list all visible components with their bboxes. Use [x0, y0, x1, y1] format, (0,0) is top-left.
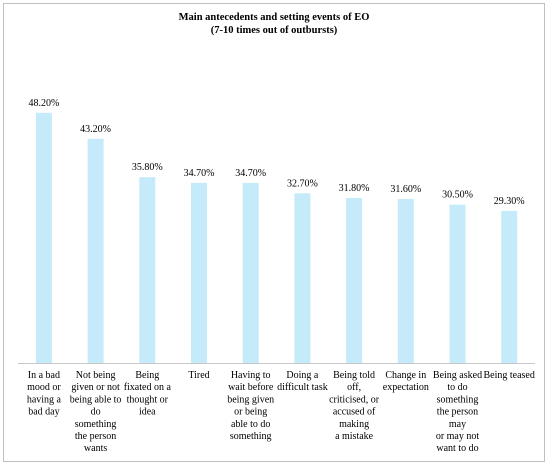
category-label-line: expectation [383, 382, 429, 393]
category-label: In a bad mood or having a bad day [27, 370, 62, 418]
data-label: 31.80% [339, 183, 370, 194]
category-label-line: the person [437, 407, 478, 418]
category-label-line: thought or [127, 394, 169, 405]
bar [294, 193, 311, 363]
category-label-line: Not being [76, 370, 116, 381]
category-label: Not being given or not being able to do some… [70, 370, 122, 454]
category-label-line: being given [227, 394, 274, 405]
data-label: 43.20% [80, 124, 111, 135]
category-label-line: mood or [27, 382, 61, 393]
category-label-line: bad day [28, 407, 59, 418]
category-label-line: being able to [70, 394, 122, 405]
category-label-line: given or not [71, 382, 120, 393]
category-label-line: Tired [188, 370, 209, 381]
category-label: Being teased [484, 370, 535, 381]
chart-title: Main antecedents and setting events of E… [4, 11, 544, 37]
category-label-line: able to do [231, 419, 270, 430]
data-label: 34.70% [235, 168, 266, 179]
category-label-line: idea [139, 407, 156, 418]
category-label-line: difficult task [277, 382, 328, 393]
data-label: 48.20% [28, 98, 59, 109]
category-label: Doing a difficult task [277, 370, 328, 393]
category-label-line: off, [347, 382, 361, 393]
data-label: 34.70% [184, 168, 215, 179]
category-label-line: something [75, 419, 117, 430]
category-label-line: accused of [333, 407, 376, 418]
category-label-line: Being [135, 370, 159, 381]
category-label-line: making [339, 419, 369, 430]
category-label: Having to wait before being given or being a… [227, 370, 274, 442]
data-label: 29.30% [494, 196, 525, 207]
category-label-line: Being asked [433, 370, 482, 381]
category-label-line: In a bad [28, 370, 60, 381]
bar [139, 177, 156, 363]
bar [501, 210, 518, 363]
bar [242, 182, 259, 363]
bar [397, 199, 414, 363]
category-label-line: do [91, 407, 101, 418]
category-label-line: to do [447, 382, 467, 393]
chart-title-line-1: Main antecedents and setting events of E… [178, 12, 370, 23]
category-label-line: wait before [228, 382, 274, 393]
bar [87, 138, 104, 363]
data-label: 31.60% [390, 184, 421, 195]
category-label-line: fixated on a [124, 382, 172, 393]
bar [346, 198, 363, 363]
chart-title-line-2: (7-10 times out of outbursts) [210, 25, 338, 36]
category-label: Tired [188, 370, 209, 381]
category-label-line: Doing a [286, 370, 319, 381]
category-label-line: or being [234, 407, 267, 418]
category-label-line: having a [27, 394, 62, 405]
category-label-line: wants [84, 443, 107, 454]
category-label-line: Change in [385, 370, 426, 381]
bar [449, 204, 466, 363]
category-label-line: the person [75, 431, 116, 442]
category-label-line: something [437, 394, 479, 405]
category-label-line: criticised, or [329, 394, 380, 405]
data-label: 30.50% [442, 190, 473, 201]
data-label: 32.70% [287, 178, 318, 189]
category-label-line: a mistake [335, 431, 374, 442]
bar [35, 112, 52, 363]
data-label: 35.80% [132, 162, 163, 173]
category-label-line: or may not [436, 431, 480, 442]
category-label-line: Being teased [484, 370, 535, 381]
category-label: Being fixated on a thought or idea [124, 370, 172, 418]
category-label-line: may [449, 419, 466, 430]
bar [191, 182, 207, 363]
category-label: Being asked to do something the person may or… [433, 370, 482, 454]
category-label: Being told off, criticised, or accused of ma… [329, 370, 380, 442]
category-label-line: want to do [436, 443, 478, 454]
category-label-line: Being told [333, 370, 375, 381]
category-label: Change in expectation [383, 370, 429, 393]
category-label-line: Having to [231, 370, 271, 381]
category-label-line: something [230, 431, 272, 442]
